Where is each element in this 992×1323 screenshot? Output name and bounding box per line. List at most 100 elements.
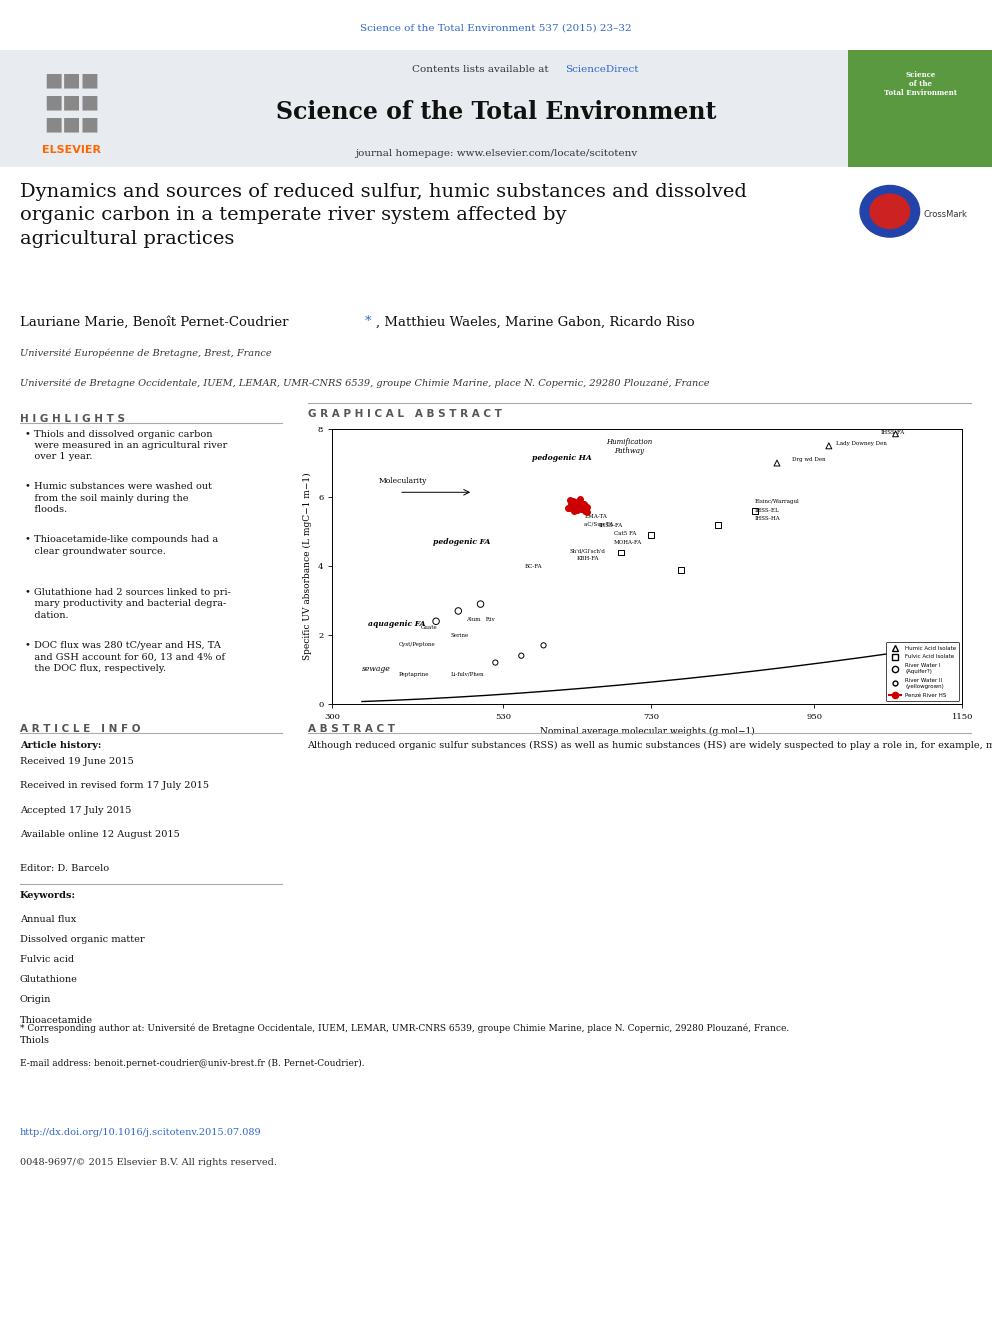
Point <box>567 495 583 516</box>
Text: journal homepage: www.elsevier.com/locate/scitotenv: journal homepage: www.elsevier.com/locat… <box>355 149 637 157</box>
Text: • DOC flux was 280 tC/year and HS, TA
   and GSH account for 60, 13 and 4% of
  : • DOC flux was 280 tC/year and HS, TA an… <box>25 640 225 672</box>
Text: Université de Bretagne Occidentale, IUEM, LEMAR, UMR-CNRS 6539, groupe Chimie Ma: Université de Bretagne Occidentale, IUEM… <box>20 378 709 388</box>
Text: , Matthieu Waeles, Marine Gabon, Ricardo Riso: , Matthieu Waeles, Marine Gabon, Ricardo… <box>376 315 694 328</box>
Text: Pathway: Pathway <box>614 447 644 455</box>
Text: MOHA-FA: MOHA-FA <box>614 540 642 545</box>
Point <box>568 499 584 520</box>
Text: Peptaprine: Peptaprine <box>399 672 430 676</box>
Point <box>569 492 585 513</box>
Legend: Humic Acid Isolate, Fulvic Acid Isolate, River Water I
(Aquifer?), River Water I: Humic Acid Isolate, Fulvic Acid Isolate,… <box>886 642 959 701</box>
X-axis label: Nominal average molecular weights (g mol−1): Nominal average molecular weights (g mol… <box>540 726 755 736</box>
Text: aC/Sup TA: aC/Sup TA <box>584 521 614 527</box>
Point <box>450 601 466 622</box>
Point <box>578 496 594 517</box>
Text: IHSS-FA: IHSS-FA <box>881 430 905 435</box>
Text: H I G H L I G H T S: H I G H L I G H T S <box>20 414 125 425</box>
Text: • Humic substances were washed out
   from the soil mainly during the
   floods.: • Humic substances were washed out from … <box>25 483 212 515</box>
Point <box>563 493 579 515</box>
Text: Keywords:: Keywords: <box>20 890 75 900</box>
Text: Fulvic acid: Fulvic acid <box>20 955 74 964</box>
Text: Annual flux: Annual flux <box>20 914 76 923</box>
Text: Article history:: Article history: <box>20 741 101 750</box>
Text: Elsinc/Warragul: Elsinc/Warragul <box>755 499 800 504</box>
FancyBboxPatch shape <box>144 50 848 167</box>
Point <box>888 423 904 445</box>
Text: KBH-FA: KBH-FA <box>577 556 599 561</box>
Text: Science
of the
Total Environment: Science of the Total Environment <box>884 71 957 98</box>
Point <box>429 611 444 632</box>
Text: Lady Downey Den: Lady Downey Den <box>836 441 887 446</box>
Text: Glutathione: Glutathione <box>20 975 77 984</box>
Point <box>769 452 785 474</box>
Text: • Thioacetamide-like compounds had a
   clear groundwater source.: • Thioacetamide-like compounds had a cle… <box>25 536 218 556</box>
Text: • Glutathione had 2 sources linked to pri-
   mary productivity and bacterial de: • Glutathione had 2 sources linked to pr… <box>25 587 231 620</box>
Text: pedogenic HA: pedogenic HA <box>532 454 592 462</box>
Text: ELSEVIER: ELSEVIER <box>42 146 101 155</box>
Point <box>564 495 580 516</box>
Point <box>560 497 576 519</box>
Point <box>577 500 593 521</box>
Point <box>575 493 591 515</box>
Text: Origin: Origin <box>20 995 52 1004</box>
Point <box>565 491 581 512</box>
Point <box>563 493 579 515</box>
FancyBboxPatch shape <box>0 50 144 167</box>
Text: Science of the Total Environment 537 (2015) 23–32: Science of the Total Environment 537 (20… <box>360 24 632 33</box>
Text: Science of the Total Environment: Science of the Total Environment <box>276 101 716 124</box>
Text: Thioacetamide: Thioacetamide <box>20 1016 93 1024</box>
Point <box>643 525 659 546</box>
Point <box>569 500 585 521</box>
Text: G R A P H I C A L   A B S T R A C T: G R A P H I C A L A B S T R A C T <box>308 409 501 419</box>
Point <box>673 560 688 581</box>
Text: Humification: Humification <box>606 438 652 446</box>
Point <box>487 652 503 673</box>
Text: E-mail address: benoit.pernet-coudrier@univ-brest.fr (B. Pernet-Coudrier).: E-mail address: benoit.pernet-coudrier@u… <box>20 1058 364 1068</box>
Y-axis label: Specific UV absorbance (L mgC−1 m−1): Specific UV absorbance (L mgC−1 m−1) <box>304 472 312 660</box>
Text: Sh'd/Gl'sch'd: Sh'd/Gl'sch'd <box>569 549 605 553</box>
Point <box>573 499 589 520</box>
Point <box>709 515 725 536</box>
Point <box>566 500 582 521</box>
Text: Received 19 June 2015: Received 19 June 2015 <box>20 757 134 766</box>
Text: *: * <box>365 315 371 328</box>
Point <box>572 492 588 513</box>
Text: Dynamics and sources of reduced sulfur, humic substances and dissolved
organic c: Dynamics and sources of reduced sulfur, … <box>20 183 747 247</box>
Text: Université Européenne de Bretagne, Brest, France: Université Européenne de Bretagne, Brest… <box>20 348 272 359</box>
Text: Thiols: Thiols <box>20 1036 50 1045</box>
Text: Li-fulv/Phen: Li-fulv/Phen <box>451 672 484 676</box>
Circle shape <box>860 185 920 237</box>
Text: Available online 12 August 2015: Available online 12 August 2015 <box>20 831 180 839</box>
Text: 0048-9697/© 2015 Elsevier B.V. All rights reserved.: 0048-9697/© 2015 Elsevier B.V. All right… <box>20 1159 277 1167</box>
Text: Contents lists available at: Contents lists available at <box>412 65 552 74</box>
Text: EMA-TA: EMA-TA <box>584 515 607 519</box>
Text: Serine: Serine <box>451 632 469 638</box>
Point <box>571 497 587 519</box>
Text: pedogenic FA: pedogenic FA <box>434 538 491 546</box>
Text: Accepted 17 July 2015: Accepted 17 July 2015 <box>20 806 131 815</box>
Text: IHSS-HA: IHSS-HA <box>755 516 781 521</box>
Text: ■■■
■■■
■■■: ■■■ ■■■ ■■■ <box>44 71 99 134</box>
Text: Alum   Riv: Alum Riv <box>465 617 494 622</box>
Text: • Thiols and dissolved organic carbon
   were measured in an agricultural river
: • Thiols and dissolved organic carbon we… <box>25 430 227 462</box>
Point <box>576 496 592 517</box>
Text: Cyst/Peptone: Cyst/Peptone <box>399 642 435 647</box>
Text: Received in revised form 17 July 2015: Received in revised form 17 July 2015 <box>20 782 209 790</box>
Point <box>613 542 629 564</box>
FancyBboxPatch shape <box>848 50 992 167</box>
Point <box>514 646 530 667</box>
Point <box>561 497 577 519</box>
Point <box>566 491 582 512</box>
Text: Molecularity: Molecularity <box>378 478 427 486</box>
Text: http://dx.doi.org/10.1016/j.scitotenv.2015.07.089: http://dx.doi.org/10.1016/j.scitotenv.20… <box>20 1129 262 1138</box>
Point <box>472 594 488 615</box>
Text: CrossMark: CrossMark <box>924 210 967 220</box>
Point <box>570 495 586 516</box>
Text: Lauriane Marie, Benoît Pernet-Coudrier: Lauriane Marie, Benoît Pernet-Coudrier <box>20 315 293 328</box>
Text: A R T I C L E   I N F O: A R T I C L E I N F O <box>20 724 140 734</box>
Text: * Corresponding author at: Université de Bretagne Occidentale, IUEM, LEMAR, UMR-: * Corresponding author at: Université de… <box>20 1024 789 1033</box>
Text: A B S T R A C T: A B S T R A C T <box>308 724 395 734</box>
Text: Guate: Guate <box>422 624 438 630</box>
Point <box>574 499 590 520</box>
Point <box>579 501 595 523</box>
Point <box>821 435 837 456</box>
